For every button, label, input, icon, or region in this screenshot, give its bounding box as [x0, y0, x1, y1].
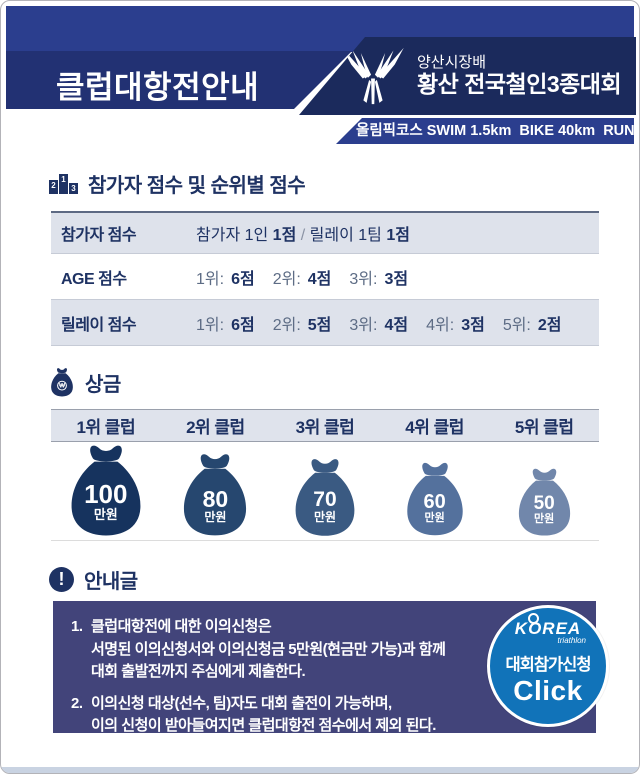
prize-bag: 80 만원: [161, 447, 271, 537]
page-title: 클럽대항전안내: [56, 70, 260, 105]
course-strip: 올림픽코스 SWIM 1.5km BIKE 40km RUN 10km: [336, 118, 634, 144]
prize-amount: 60: [423, 491, 446, 514]
prize-rank-header-row: 1위 클럽 2위 클럽 3위 클럽 4위 클럽 5위 클럽: [51, 409, 599, 442]
prize-section-title: 상금: [85, 373, 121, 396]
logo-dot: [528, 613, 539, 624]
prize-amount: 80: [202, 485, 229, 512]
score-row-label: AGE 점수: [61, 270, 127, 288]
notice-section-header: ! 안내글: [49, 565, 138, 594]
notice-item: 1. 클럽대항전에 대한 이의신청은 서명된 이의신청서와 이의신청금 5만원(…: [71, 618, 446, 680]
prize-amount: 50: [533, 493, 555, 515]
prize-unit: 만원: [534, 513, 555, 526]
score-row-value: 1위: 6점 2위: 4점 3위: 3점: [196, 270, 409, 288]
table-row: AGE 점수 1위: 6점 2위: 4점 3위: 3점: [51, 254, 599, 300]
prize-bag: 50 만원: [489, 447, 599, 537]
prize-bag: 70 만원: [270, 447, 380, 537]
divider: [51, 540, 599, 541]
exclamation-icon: !: [49, 567, 74, 592]
korea-triathlon-logo-icon: KOREA triathlon: [490, 613, 606, 645]
score-row-value: 참가자 1인 1점 / 릴레이 1팀 1점: [196, 227, 410, 244]
prize-rank-header: 3위 클럽: [295, 418, 355, 437]
page-title-banner: 클럽대항전안내: [6, 51, 352, 109]
table-row: 참가자 점수 참가자 1인 1점 / 릴레이 1팀 1점: [51, 213, 599, 254]
prize-bags-row: 100 만원 80 만원 70: [51, 445, 599, 537]
score-table: 참가자 점수 참가자 1인 1점 / 릴레이 1팀 1점 AGE 점수 1위: 6…: [51, 211, 599, 346]
event-logo-panel: 양산시장배 황산 전국철인3종대회: [299, 37, 636, 115]
prize-section-header: ₩ 상금: [49, 367, 121, 397]
prize-unit: 만원: [313, 510, 337, 525]
svg-text:₩: ₩: [59, 383, 65, 390]
prize-bag: 100 만원: [51, 445, 161, 537]
bottom-strip: [1, 767, 639, 773]
notice-section-title: 안내글: [84, 571, 138, 593]
prize-unit: 만원: [424, 512, 445, 525]
prize-rank-header: 2위 클럽: [186, 418, 245, 437]
score-row-label: 참가자 점수: [61, 227, 137, 244]
prize-rank-header: 4위 클럽: [405, 418, 464, 437]
score-row-label: 릴레이 점수: [61, 316, 137, 334]
event-title: 황산 전국철인3종대회: [417, 71, 622, 98]
score-row-value: 1위: 6점 2위: 5점 3위: 4점 4위: 3점 5위: 2점: [196, 316, 562, 334]
score-section-header: 2 1 3 참가자 점수 및 순위별 점수: [49, 169, 306, 198]
prize-bag: 60 만원: [380, 447, 490, 537]
podium-icon: 2 1 3: [49, 173, 78, 194]
table-row: 릴레이 점수 1위: 6점 2위: 5점 3위: 4점 4위: 3점 5위: 2점: [51, 300, 599, 346]
money-bag-shape-icon: [406, 463, 463, 536]
money-bag-shape-icon: [184, 454, 247, 536]
registration-cta-button[interactable]: KOREA triathlon 대회참가신청 Click: [487, 605, 609, 727]
prize-rank-header: 5위 클럽: [514, 418, 574, 437]
money-bag-icon: ₩: [51, 368, 73, 397]
notice-item: 2. 이의신청 대상(선수, 팀)자도 대회 출전이 가능하며, 이의 신청이 …: [71, 694, 436, 735]
prize-amount: 70: [313, 488, 337, 512]
money-bag-shape-icon: [518, 468, 570, 536]
prize-rank-header: 1위 클럽: [76, 418, 136, 437]
money-bag-shape-icon: [295, 458, 355, 536]
cta-label: 대회참가신청: [505, 656, 591, 674]
event-subtitle: 양산시장배: [417, 54, 487, 72]
score-section-title: 참가자 점수 및 순위별 점수: [88, 175, 306, 197]
triathlon-emblem-icon: [342, 47, 404, 105]
prize-unit: 만원: [204, 509, 227, 524]
money-bag-shape-icon: [71, 445, 141, 536]
cta-click-text: Click: [513, 675, 583, 706]
prize-amount: 100: [84, 478, 128, 509]
prize-unit: 만원: [93, 507, 118, 523]
